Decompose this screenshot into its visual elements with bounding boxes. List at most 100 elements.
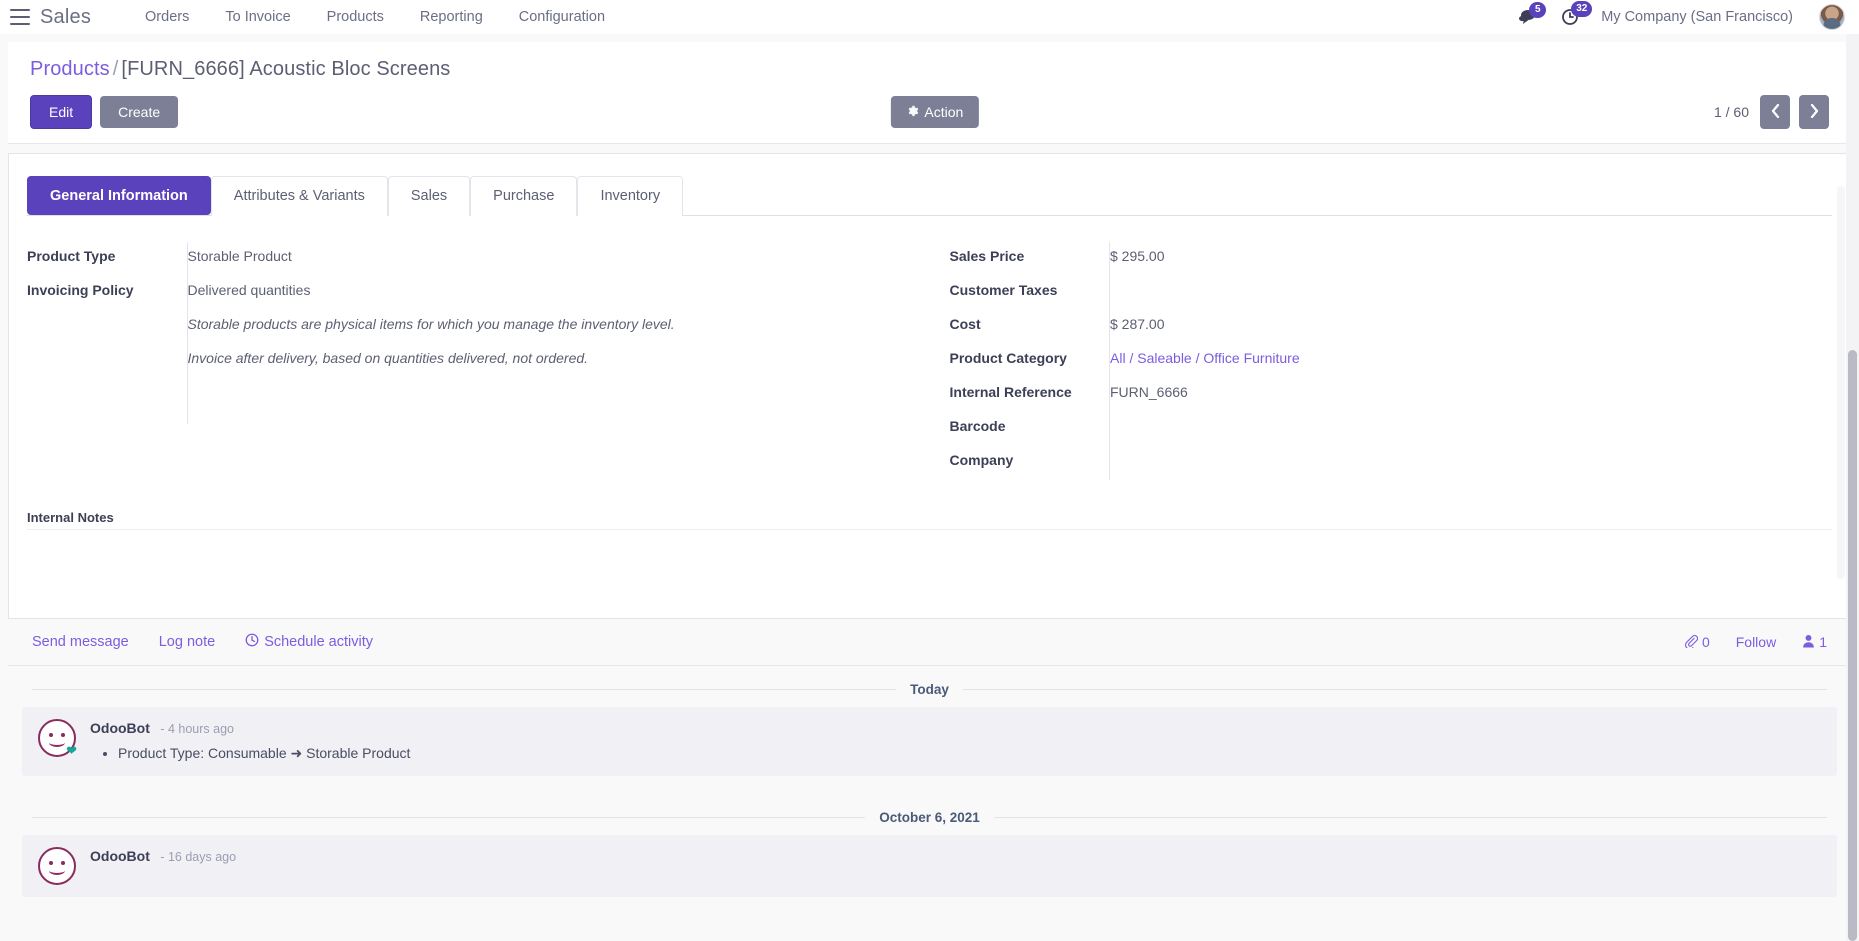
- avatar-smile: [49, 738, 65, 747]
- avatar-smile: [49, 866, 65, 875]
- field-value-customer-taxes[interactable]: [1109, 276, 1806, 310]
- form-column-right: Sales Price $ 295.00 Customer Taxes Cost…: [930, 242, 1833, 480]
- divider-line-left-2: [32, 817, 866, 818]
- breadcrumb-products-link[interactable]: Products: [30, 58, 110, 80]
- page-scrollbar-thumb[interactable]: [1848, 350, 1857, 941]
- field-row-spacer: [27, 378, 904, 424]
- form-column-left: Product Type Storable Product Invoicing …: [27, 242, 930, 480]
- edit-button[interactable]: Edit: [30, 95, 93, 129]
- hint-product-type: Storable products are physical items for…: [186, 310, 904, 344]
- create-button[interactable]: Create: [100, 96, 179, 128]
- breadcrumb-separator: /: [112, 58, 119, 80]
- log-note-button[interactable]: Log note: [158, 634, 216, 650]
- main-menu: Orders To Invoice Products Reporting Con…: [127, 3, 623, 31]
- followers-count: 1: [1819, 634, 1827, 650]
- field-value-company[interactable]: [1109, 446, 1806, 480]
- internal-notes-group: Internal Notes: [27, 510, 1832, 600]
- tab-sales[interactable]: Sales: [387, 176, 471, 216]
- spacer-label: [27, 378, 187, 424]
- field-value-cost[interactable]: $ 287.00: [1109, 310, 1806, 344]
- spacer-value: [186, 378, 904, 424]
- form-sheet-area: General Information Attributes & Variant…: [0, 144, 1859, 619]
- product-category-link[interactable]: All / Saleable / Office Furniture: [1110, 350, 1300, 366]
- navbar-systray: 5 32 My Company (San Francisco): [1519, 1, 1845, 30]
- menu-item-configuration[interactable]: Configuration: [518, 9, 606, 25]
- page-scrollbar-track[interactable]: [1846, 34, 1859, 941]
- tab-attributes-variants[interactable]: Attributes & Variants: [210, 176, 388, 216]
- notebook-tabs: General Information Attributes & Variant…: [27, 176, 1832, 216]
- person-icon: [1802, 634, 1815, 651]
- field-row-barcode: Barcode: [950, 412, 1806, 446]
- field-row-sales-price: Sales Price $ 295.00: [950, 242, 1806, 276]
- internal-notes-label: Internal Notes: [27, 510, 1832, 530]
- field-row-company: Company: [949, 446, 1806, 480]
- field-row-product-type-hint: Storable products are physical items for…: [27, 310, 904, 344]
- message-item: OdooBot - 16 days ago: [22, 835, 1837, 897]
- internal-notes-field[interactable]: [27, 530, 1832, 600]
- field-value-invoicing-policy[interactable]: Delivered quantities: [186, 276, 904, 310]
- field-label-product-category: Product Category: [949, 350, 1067, 366]
- product-form-sheet: General Information Attributes & Variant…: [8, 153, 1851, 619]
- hint-spacer-2: [27, 344, 187, 378]
- attachment-counter[interactable]: 0: [1684, 634, 1710, 651]
- hint-spacer-1: [27, 310, 187, 344]
- message-timestamp: - 16 days ago: [160, 850, 237, 864]
- divider-line-right-2: [993, 817, 1827, 818]
- schedule-activity-button[interactable]: Schedule activity: [245, 633, 373, 651]
- messages-icon[interactable]: 5: [1519, 2, 1547, 25]
- menu-item-products[interactable]: Products: [326, 9, 384, 25]
- app-brand-sales[interactable]: Sales: [40, 5, 92, 28]
- field-row-cost: Cost $ 287.00: [949, 310, 1806, 344]
- message-author[interactable]: OdooBot: [90, 720, 150, 736]
- odoobot-avatar: ❤: [38, 719, 77, 757]
- send-message-button[interactable]: Send message: [32, 634, 129, 650]
- field-label-company: Company: [949, 452, 1014, 468]
- tab-inventory[interactable]: Inventory: [577, 176, 684, 216]
- menu-item-orders[interactable]: Orders: [145, 9, 190, 25]
- followers-counter[interactable]: 1: [1802, 634, 1827, 651]
- field-label-cost: Cost: [949, 316, 981, 332]
- pager-next-button[interactable]: [1799, 95, 1829, 129]
- date-separator-today: Today: [8, 682, 1851, 697]
- gear-icon: [906, 104, 918, 120]
- form-columns: Product Type Storable Product Invoicing …: [27, 242, 1832, 480]
- attachment-count: 0: [1701, 634, 1710, 650]
- message-body: OdooBot - 16 days ago: [90, 847, 1821, 885]
- action-menu-wrapper: Action: [890, 96, 980, 128]
- date-separator-label-2: October 6, 2021: [879, 810, 980, 825]
- company-switcher[interactable]: My Company (San Francisco): [1601, 9, 1793, 25]
- field-label-customer-taxes: Customer Taxes: [949, 282, 1058, 298]
- action-button[interactable]: Action: [890, 96, 980, 128]
- field-row-invoicing-hint: Invoice after delivery, based on quantit…: [27, 344, 904, 378]
- follow-button[interactable]: Follow: [1735, 634, 1777, 650]
- menu-item-to-invoice[interactable]: To Invoice: [225, 9, 291, 25]
- field-value-sales-price[interactable]: $ 295.00: [1109, 242, 1806, 276]
- message-author[interactable]: OdooBot: [90, 848, 150, 864]
- field-value-product-type[interactable]: Storable Product: [186, 242, 904, 276]
- breadcrumb: Products / [FURN_6666] Acoustic Bloc Scree…: [30, 58, 1829, 81]
- field-row-customer-taxes: Customer Taxes: [949, 276, 1806, 310]
- activity-clock-icon[interactable]: 32: [1561, 1, 1593, 26]
- schedule-activity-label: Schedule activity: [264, 634, 373, 650]
- avatar-eye-left: [49, 733, 53, 737]
- action-button-label: Action: [924, 104, 964, 120]
- tab-purchase[interactable]: Purchase: [470, 176, 578, 216]
- divider-line-right: [962, 689, 1828, 690]
- pager-counter: 1 / 60: [1713, 104, 1749, 120]
- pager: 1 / 60: [1714, 95, 1829, 129]
- hamburger-menu-icon[interactable]: [10, 9, 30, 25]
- field-row-product-type: Product Type Storable Product: [27, 242, 904, 276]
- menu-item-reporting[interactable]: Reporting: [419, 9, 483, 25]
- hint-invoicing-policy: Invoice after delivery, based on quantit…: [186, 344, 904, 378]
- date-separator-october: October 6, 2021: [8, 810, 1851, 825]
- sheet-scrollbar-track[interactable]: [1837, 186, 1845, 579]
- avatar[interactable]: [1819, 4, 1845, 30]
- avatar-eye-right: [61, 861, 65, 865]
- field-label-invoicing-policy: Invoicing Policy: [27, 282, 134, 298]
- field-value-barcode[interactable]: [1109, 412, 1806, 446]
- tab-general-information[interactable]: General Information: [27, 176, 211, 215]
- pager-previous-button[interactable]: [1760, 95, 1790, 129]
- field-value-internal-reference[interactable]: FURN_6666: [1109, 378, 1806, 412]
- clock-icon: [245, 633, 259, 651]
- paperclip-icon: [1684, 634, 1699, 651]
